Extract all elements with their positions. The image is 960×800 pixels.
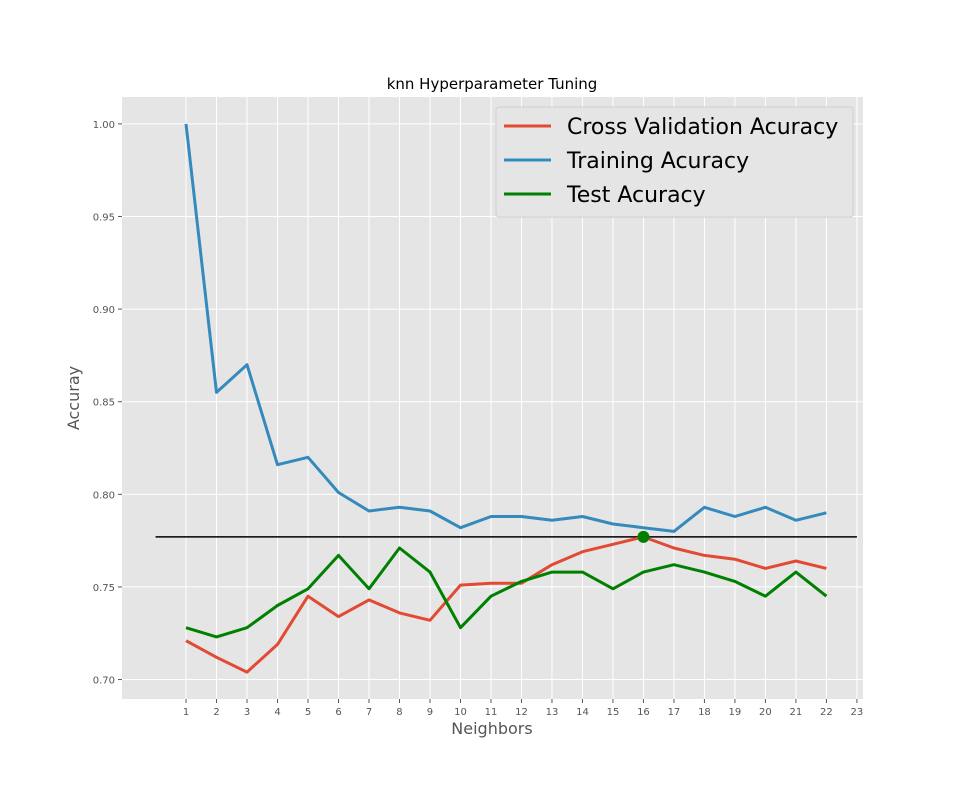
x-tick-label: 14	[576, 707, 589, 718]
x-tick-label: 17	[668, 707, 681, 718]
y-tick-label: 0.85	[93, 398, 115, 409]
marker-layer	[637, 530, 650, 543]
x-axis-label: Neighbors	[451, 719, 532, 738]
x-tick-label: 22	[820, 707, 833, 718]
legend-label-1: Training Acuracy	[566, 149, 749, 174]
series-line-1	[184, 123, 827, 533]
series-layer	[184, 123, 828, 674]
x-tick-label: 2	[213, 707, 219, 718]
y-tick-label: 0.95	[93, 212, 115, 223]
x-tick-label: 20	[759, 707, 772, 718]
x-tick-label: 16	[637, 707, 650, 718]
x-tick-label: 18	[698, 707, 711, 718]
x-tick-label: 23	[851, 707, 864, 718]
y-tick-label: 0.70	[93, 676, 115, 687]
x-tick-label: 7	[366, 707, 372, 718]
y-axis-label: Accuray	[64, 366, 83, 430]
x-tick-label: 12	[515, 707, 528, 718]
chart-title: knn Hyperparameter Tuning	[387, 75, 598, 93]
legend-label-2: Test Acuracy	[566, 183, 706, 208]
y-tick-label: 0.80	[93, 490, 115, 501]
x-tick-label: 9	[427, 707, 433, 718]
x-tick-label: 11	[485, 707, 498, 718]
legend-box	[495, 106, 854, 218]
x-tick-label: 21	[790, 707, 803, 718]
legend: Cross Validation Acuracy Training Acuracy…	[495, 106, 854, 218]
x-tick-label: 15	[607, 707, 620, 718]
legend-label-0: Cross Validation Acuracy	[567, 115, 838, 140]
best-point-marker	[637, 530, 650, 543]
series-line-2	[185, 546, 828, 639]
x-tick-label: 5	[305, 707, 311, 718]
x-tick-label: 19	[729, 707, 742, 718]
y-tick-label: 0.90	[93, 305, 115, 316]
y-axis-ticks: 0.70 0.75 0.80 0.85 0.90 0.95 1.00	[93, 120, 122, 687]
x-axis-ticks: 1 2 3 4 5 6 7 8 9 10 11 12 13 14 15 16 17 18 19 20 21 22 23	[183, 699, 863, 718]
grid	[122, 97, 863, 699]
y-tick-label: 1.00	[93, 120, 115, 131]
y-tick-label: 0.75	[93, 583, 115, 594]
x-tick-label: 13	[546, 707, 559, 718]
x-tick-label: 3	[244, 707, 250, 718]
series-line-0	[185, 535, 827, 674]
x-tick-label: 8	[396, 707, 402, 718]
x-tick-label: 4	[274, 707, 280, 718]
x-tick-label: 10	[454, 707, 467, 718]
x-tick-label: 6	[335, 707, 341, 718]
x-tick-label: 1	[183, 707, 189, 718]
